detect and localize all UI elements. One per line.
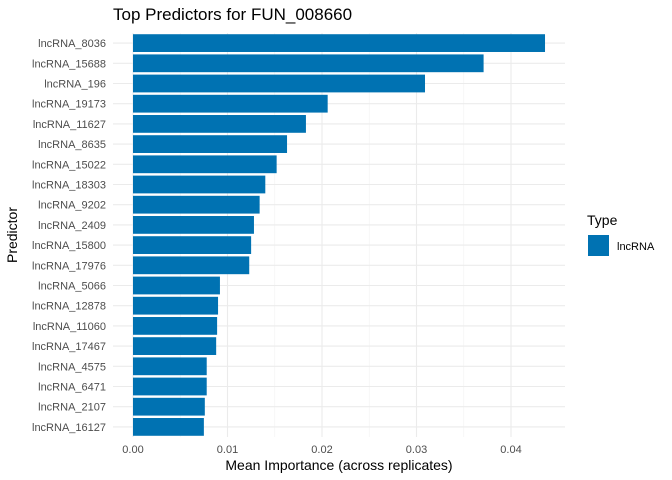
bar-lncRNA_12878: [133, 296, 219, 315]
x-tick-label: 0.01: [217, 444, 238, 456]
y-tick-label: lncRNA_11627: [33, 119, 106, 131]
y-tick-label: lncRNA_17976: [32, 260, 106, 272]
bar-lncRNA_9202: [133, 195, 260, 214]
bar-lncRNA_15800: [133, 236, 252, 254]
legend-title: Type: [587, 212, 618, 228]
bar-lncRNA_15688: [133, 54, 484, 73]
bar-lncRNA_5066: [133, 276, 220, 295]
y-tick-label: lncRNA_8036: [38, 38, 106, 50]
y-tick-label: lncRNA_16127: [32, 422, 106, 434]
bar-lncRNA_18303: [133, 175, 266, 194]
chart-title: Top Predictors for FUN_008660: [113, 5, 352, 24]
bar-lncRNA_8635: [133, 135, 288, 153]
x-tick-labels: 0.00 0.01 0.02 0.03 0.04: [122, 444, 521, 456]
y-tick-label: lncRNA_18303: [32, 180, 106, 192]
y-tick-label: lncRNA_11060: [33, 321, 106, 333]
bar-lncRNA_196: [133, 74, 426, 93]
x-axis-label: Mean Importance (across replicates): [225, 457, 452, 473]
legend: Type lncRNA: [587, 212, 655, 256]
y-axis-label: Predictor: [4, 207, 20, 263]
y-tick-label: lncRNA_15022: [32, 159, 106, 171]
y-tick-label: lncRNA_15800: [32, 240, 106, 252]
x-tick-label: 0.03: [406, 444, 427, 456]
y-tick-label: lncRNA_9202: [38, 200, 106, 212]
legend-label: lncRNA: [617, 241, 655, 253]
y-tick-label: lncRNA_196: [44, 79, 106, 91]
x-tick-label: 0.00: [122, 444, 143, 456]
bar-lncRNA_17976: [133, 256, 250, 275]
x-tick-label: 0.04: [500, 444, 521, 456]
y-tick-label: lncRNA_2409: [38, 220, 106, 232]
y-tick-label: lncRNA_19173: [32, 99, 106, 111]
y-tick-label: lncRNA_2107: [38, 402, 106, 414]
bar-lncRNA_6471: [133, 377, 207, 396]
y-tick-label: lncRNA_5066: [38, 281, 106, 293]
y-tick-label: lncRNA_4575: [38, 361, 106, 373]
bars: [133, 34, 546, 436]
y-tick-label: lncRNA_8635: [38, 139, 106, 151]
y-tick-labels: lncRNA_8036 lncRNA_15688 lncRNA_196 lncRNA_…: [32, 38, 106, 434]
bar-lncRNA_4575: [133, 357, 207, 376]
y-tick-label: lncRNA_15688: [32, 58, 106, 70]
bar-lncRNA_2107: [133, 397, 205, 416]
y-tick-label: lncRNA_17467: [32, 341, 106, 353]
bar-lncRNA_16127: [133, 418, 204, 436]
bar-lncRNA_19173: [133, 94, 328, 113]
bar-lncRNA_11627: [133, 115, 306, 133]
bar-lncRNA_17467: [133, 337, 217, 355]
bar-lncRNA_11060: [133, 317, 218, 335]
x-tick-label: 0.02: [311, 444, 332, 456]
bar-lncRNA_8036: [133, 34, 546, 52]
bar-lncRNA_2409: [133, 216, 254, 234]
y-tick-label: lncRNA_12878: [32, 301, 106, 313]
y-tick-label: lncRNA_6471: [38, 382, 106, 394]
legend-key: [588, 235, 609, 256]
gridlines: [113, 33, 565, 437]
bar-lncRNA_15022: [133, 155, 277, 174]
